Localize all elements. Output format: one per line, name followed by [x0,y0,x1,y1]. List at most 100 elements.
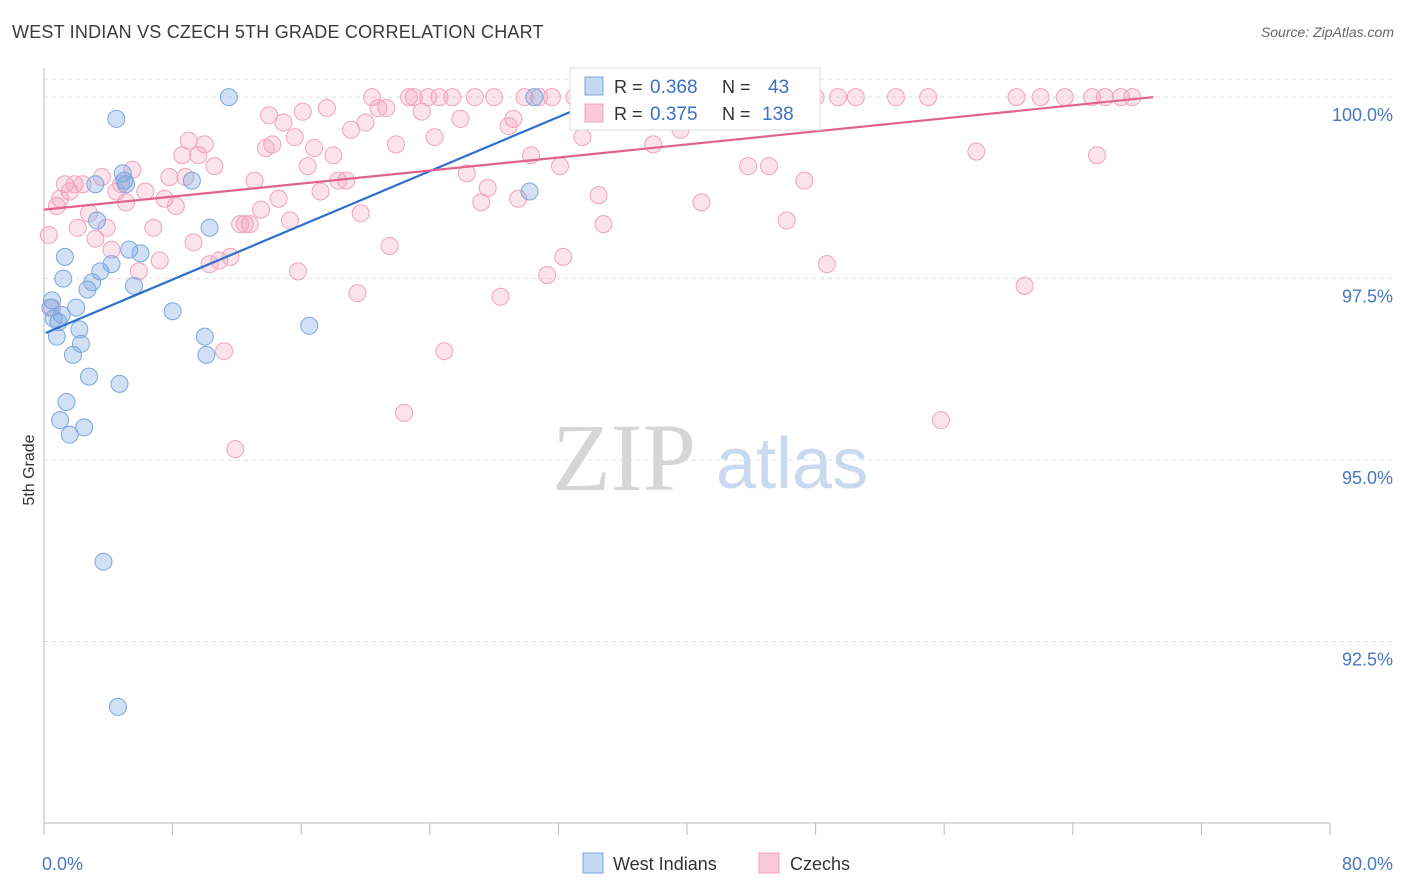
czech-point-65 [380,236,399,255]
y-tick-label-0: 92.5% [1342,650,1393,670]
czech-point-48 [285,128,304,147]
czech-point-58 [342,120,361,139]
x-tick-label-1: 80.0% [1342,854,1393,874]
czech-point-66 [387,135,406,154]
czech-point-92 [554,247,573,266]
czech-point-125 [967,142,986,161]
x-tick-label-0: 0.0% [42,854,83,874]
czech-point-75 [443,88,462,107]
west-indian-point-26 [110,374,129,393]
legend-west-indians: West Indians [613,854,717,874]
legend-west-indians-swatch [582,852,604,874]
y-axis-title: 5th Grade [21,434,38,505]
czech-point-7 [68,218,87,237]
y-tick-label-2: 97.5% [1342,287,1393,307]
czech-point-91 [551,157,570,176]
czech-point-32 [205,157,224,176]
west-indian-point-36 [197,345,216,364]
czech-point-52 [305,138,324,157]
czech-point-40 [245,171,264,190]
czech-point-27 [179,131,198,150]
west-indian-point-6 [52,305,71,324]
west-indian-points [41,88,632,716]
west-indian-point-21 [91,262,110,281]
czech-point-122 [886,88,905,107]
czech-point-134 [1123,88,1142,107]
west-indian-point-7 [54,269,73,288]
czech-point-85 [509,189,528,208]
czech-point-60 [351,204,370,223]
west-indian-point-31 [125,276,144,295]
czech-point-34 [215,342,234,361]
west-indian-point-40 [520,182,539,201]
czech-point-45 [269,189,288,208]
wi-n-value: 43 [768,77,789,98]
czech-point-38 [235,215,254,234]
west-indian-point-20 [88,211,107,230]
cz-n-value: 138 [762,104,794,125]
czech-point-101 [644,135,663,154]
czech-point-12 [97,218,116,237]
czech-point-68 [399,88,418,107]
czech-point-73 [430,88,449,107]
czech-point-115 [777,211,796,230]
czech-point-69 [404,88,423,107]
czech-point-94 [573,128,592,147]
czech-point-128 [1031,88,1050,107]
czech-point-130 [1083,88,1102,107]
czech-point-0 [39,226,58,245]
czech-point-13 [102,240,121,259]
legend-czechs: Czechs [790,854,850,874]
czech-point-11 [92,167,111,186]
cz-r-value: 0.375 [650,104,698,125]
y-tick-label-3: 100.0% [1332,105,1393,125]
west-indian-point-12 [67,298,86,317]
czech-point-44 [263,135,282,154]
west-indian-point-30 [120,240,139,259]
west-indian-point-9 [57,393,76,412]
czech-point-111 [739,157,758,176]
czech-point-24 [166,197,185,216]
west-indian-point-41 [525,88,544,107]
west-indian-point-10 [60,425,79,444]
czech-point-129 [1055,88,1074,107]
czech-point-126 [1007,88,1026,107]
stats-legend: R = 0.368 N = 43 R = 0.375 N = 138 [569,67,821,131]
czech-point-81 [485,88,504,107]
czech-point-55 [324,146,343,165]
czech-point-120 [829,88,848,107]
czech-point-49 [288,262,307,281]
czech-point-51 [298,157,317,176]
wi-n-label: N = [722,77,751,97]
czech-point-39 [240,215,259,234]
west-indian-point-23 [102,255,121,274]
west-indian-point-17 [80,367,99,386]
czech-point-117 [795,171,814,190]
czech-point-30 [195,135,214,154]
west-indian-point-19 [86,175,105,194]
czech-point-78 [465,88,484,107]
czech-point-53 [311,182,330,201]
czech-point-61 [356,113,375,132]
watermark: ZIP atlas [552,404,868,511]
west-indian-point-33 [163,302,182,321]
west-indian-trend-line [45,88,624,335]
czech-point-50 [293,102,312,121]
west-indian-point-24 [107,109,126,128]
chart-title: WEST INDIAN VS CZECH 5TH GRADE CORRELATI… [12,22,544,42]
czech-point-29 [189,146,208,165]
czech-point-82 [491,287,510,306]
y-tick-label-1: 95.0% [1342,468,1393,488]
czech-point-23 [160,167,179,186]
czech-point-131 [1087,146,1106,165]
west-indian-point-0 [41,298,60,317]
czech-point-59 [348,284,367,303]
west-indian-point-35 [195,327,214,346]
west-indian-point-15 [75,418,94,437]
czech-point-84 [504,109,523,128]
watermark-zip: ZIP [552,404,696,511]
czech-point-64 [377,99,396,118]
west-indian-point-32 [131,244,150,263]
west-indian-point-1 [43,291,62,310]
czech-point-36 [226,440,245,459]
